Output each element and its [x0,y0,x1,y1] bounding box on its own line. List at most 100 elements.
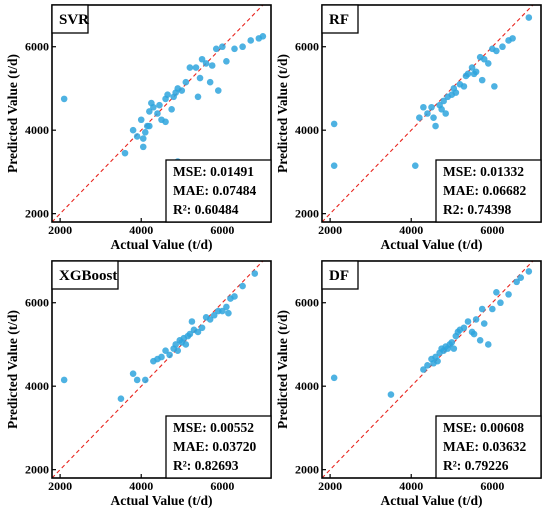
data-point [194,93,202,101]
data-point [505,291,512,298]
data-point [525,14,533,21]
data-point [493,47,500,55]
identity-line [321,260,534,479]
x-tick-label: 4000 [129,479,153,493]
data-point [162,347,169,355]
x-tick-label: 4000 [399,479,423,493]
data-point [202,60,210,67]
data-point [460,324,468,332]
data-point [188,318,196,325]
data-point [460,83,468,90]
data-point [478,305,486,313]
y-tick-label: 4000 [25,123,49,137]
x-tick-label: 2000 [318,223,342,237]
chart-title: RF [329,12,349,28]
data-point [162,118,169,126]
data-point [210,311,218,319]
data-point [464,318,472,325]
data-point [251,270,259,277]
data-point [464,70,472,78]
metric-label: MAE: 0.07484 [173,183,256,198]
data-point [387,391,395,398]
data-point [448,339,456,346]
data-point [430,114,437,121]
data-point [442,110,449,117]
x-axis-label: Actual Value (t/d) [380,493,482,508]
x-tick-label: 2000 [48,479,72,493]
plot-frame [321,260,542,479]
data-point [133,133,141,140]
data-point [517,274,525,281]
data-point [133,376,141,384]
data-point [493,288,500,296]
data-point [219,43,226,51]
metric-label: MSE: 0.00608 [443,420,524,435]
data-point [231,293,238,300]
data-point [141,376,149,384]
data-point [420,103,427,111]
data-point [330,162,338,169]
data-point [480,55,488,63]
data-point [434,357,441,365]
data-point [489,305,496,313]
data-point [208,62,216,69]
data-point [182,78,190,86]
data-point [499,43,506,51]
data-point [117,395,125,403]
chart-title: XGBoost [59,268,117,284]
chart-title: SVR [59,12,89,28]
plot-frame [51,4,272,223]
data-point [247,37,255,44]
metric-label: MSE: 0.00552 [173,420,254,435]
data-point [121,149,129,157]
y-tick-label: 6000 [295,296,319,310]
metrics-box [435,159,542,223]
identity-line [321,4,534,223]
data-point [239,43,246,51]
data-point [198,55,206,63]
y-axis-label: Predicted Value (t/d) [275,310,290,429]
data-point [129,126,137,134]
data-point [206,316,214,323]
data-point [330,374,338,382]
data-point [259,32,267,40]
x-tick-label: 4000 [399,223,423,237]
x-axis-label: Actual Value (t/d) [380,237,482,252]
data-point [438,106,445,113]
data-point [470,330,478,338]
data-point [420,366,427,373]
data-point [223,303,230,311]
data-point [424,362,431,369]
data-point [450,345,458,352]
data-point [192,64,200,71]
y-tick-label: 2000 [295,463,319,477]
y-axis-label: Predicted Value (t/d) [275,54,290,173]
metric-label: MAE: 0.03632 [443,439,526,454]
data-point [491,83,498,90]
data-point [219,307,226,315]
plot-frame [51,260,272,479]
data-point [168,106,175,113]
data-point [182,341,190,348]
data-point [440,97,447,105]
data-point [428,103,435,111]
data-point [146,122,153,130]
identity-line [51,4,264,223]
data-point [509,35,516,42]
data-point [468,64,476,71]
metric-label: R²: 0.60484 [173,202,239,217]
data-point [60,95,68,103]
x-tick-label: 6000 [480,223,504,237]
data-point [154,110,161,117]
x-tick-label: 2000 [318,479,342,493]
data-point [198,324,206,332]
data-point [478,76,486,84]
data-point [452,89,460,96]
data-point [476,336,484,344]
metrics-box [435,415,542,479]
data-point [480,320,488,327]
